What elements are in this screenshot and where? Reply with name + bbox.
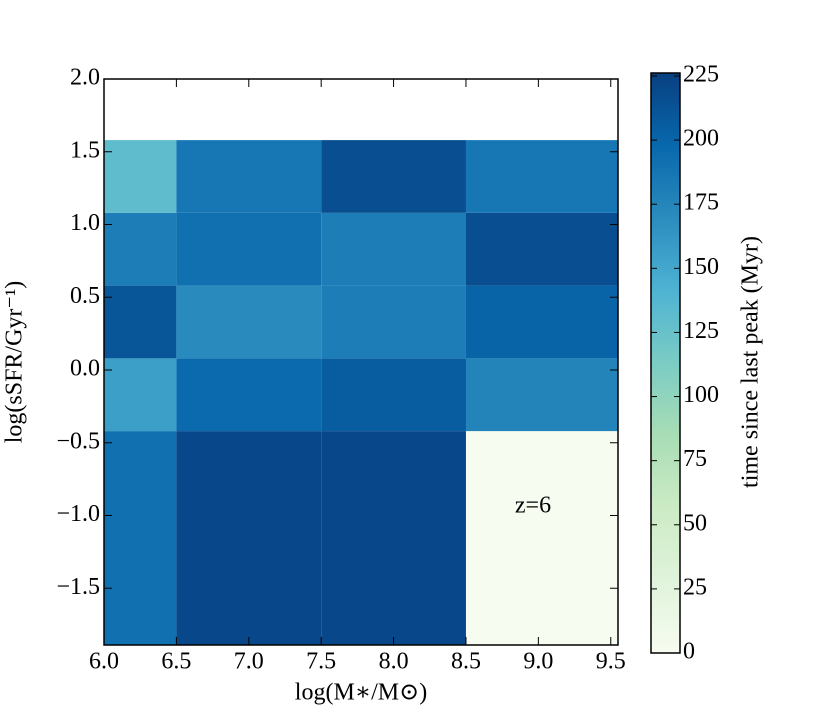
colorbar-tick-label: 100 (683, 382, 719, 408)
y-tick-label: 1.5 (70, 137, 100, 163)
heatmap-cell (176, 285, 322, 359)
y-tick-label: 2.0 (70, 65, 100, 91)
colorbar-tick-label: 175 (683, 190, 719, 216)
y-tick-label: 0.5 (70, 283, 100, 309)
x-axis-label: log(M∗/M⊙) (295, 680, 427, 706)
heatmap-cell (104, 431, 177, 645)
heatmap-cell (104, 140, 177, 213)
heatmap-cell (321, 212, 466, 286)
x-tick-label: 7.0 (234, 649, 264, 675)
y-tick-label: 1.0 (70, 210, 100, 236)
plot-frame (103, 78, 619, 646)
x-tick-label: 7.5 (306, 649, 336, 675)
colorbar (650, 72, 681, 654)
colorbar-tick-label: 25 (683, 574, 707, 600)
x-tick-label: 6.5 (161, 649, 191, 675)
heatmap-cell (104, 285, 177, 359)
colorbar-tick-label: 0 (683, 639, 695, 665)
heatmap-cell (465, 358, 618, 432)
colorbar-tick-label: 125 (683, 318, 719, 344)
heatmap-cell (104, 212, 177, 286)
y-axis-label: log(sSFR/Gyr⁻¹) (2, 281, 28, 444)
heatmap-cell (465, 212, 618, 286)
colorbar-tick-label: 75 (683, 446, 707, 472)
heatmap-cell (321, 285, 466, 359)
colorbar-tick-label: 150 (683, 254, 719, 280)
colorbar-tick-label: 50 (683, 510, 707, 536)
heatmap-cells (104, 140, 618, 645)
colorbar-tick-label: 200 (683, 126, 719, 152)
heatmap-cell (176, 140, 322, 213)
x-tick-label: 9.5 (596, 649, 626, 675)
colorbar-label: time since last peak (Myr) (738, 236, 764, 488)
heatmap-cell (176, 212, 322, 286)
heatmap-cell (465, 431, 618, 645)
heatmap-cell (104, 358, 177, 432)
x-tick-label: 8.0 (379, 649, 409, 675)
x-tick-label: 8.5 (451, 649, 481, 675)
y-tick-label: 0.0 (70, 356, 100, 382)
colorbar-tick-label: 225 (683, 62, 719, 88)
x-tick-label: 9.0 (523, 649, 553, 675)
annotation: z=6 (515, 493, 551, 519)
heatmap-cell (321, 431, 466, 645)
heatmap-cell (465, 140, 618, 213)
x-tick-label: 6.0 (89, 649, 119, 675)
y-tick-label: −1.0 (56, 501, 100, 527)
y-tick-label: −1.5 (56, 574, 100, 600)
heatmap-cell (176, 431, 322, 645)
heatmap-cell (465, 285, 618, 359)
heatmap-cell (321, 140, 466, 213)
heatmap-cell (176, 358, 322, 432)
y-tick-label: −0.5 (56, 428, 100, 454)
heatmap-cell (321, 358, 466, 432)
